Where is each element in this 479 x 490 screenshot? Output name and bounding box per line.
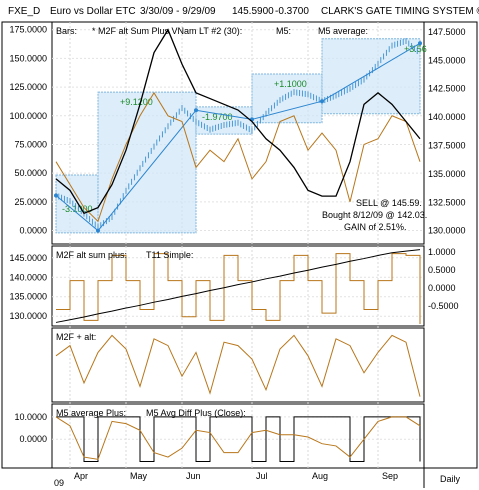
legend-m5: M5: bbox=[276, 26, 291, 36]
legend-m2f-alt-sum: * M2F alt Sum Plus VNam LT #2 (30): bbox=[92, 26, 242, 36]
price-left-tick: 150.0000 bbox=[9, 53, 47, 63]
series-m2f-plus-alt bbox=[55, 334, 421, 397]
price-left-tick: 0.0000 bbox=[19, 226, 47, 236]
period-label: Daily bbox=[440, 474, 461, 484]
series-m5-average bbox=[55, 28, 421, 215]
trade-point bbox=[54, 193, 58, 198]
trade-path-line bbox=[55, 42, 421, 232]
legend-m2f-plus-alt: M2F + alt: bbox=[56, 332, 96, 342]
trade-box-label: +9.1200 bbox=[120, 97, 153, 107]
series-layer bbox=[54, 28, 422, 463]
symbol-name: Euro vs Dollar ETC bbox=[50, 6, 136, 17]
trade-box-label: +3.56 bbox=[404, 44, 427, 54]
note-sell: SELL @ 145.59. bbox=[356, 198, 422, 208]
x-tick-label: Jul bbox=[256, 471, 268, 481]
trade-point bbox=[96, 228, 100, 233]
legend-m5-average-plus: M5 average Plus: bbox=[56, 408, 126, 418]
m5-avg-panel bbox=[51, 403, 425, 469]
m2f-sum-left-tick: 145.0000 bbox=[9, 253, 47, 263]
price-right-tick: 145.0000 bbox=[428, 55, 466, 65]
series-t11-simple bbox=[55, 249, 421, 323]
legend-t11-simple: T11 Simple: bbox=[146, 250, 193, 260]
m2f-sum-left-tick: 135.0000 bbox=[9, 292, 47, 302]
series-m5 bbox=[55, 91, 421, 223]
price-left-tick: 125.0000 bbox=[9, 82, 47, 92]
trade-box-label: +1.1000 bbox=[274, 79, 307, 89]
legend-m5-average: M5 average: bbox=[318, 26, 368, 36]
date-range: 3/30/09 - 9/29/09 bbox=[140, 6, 216, 17]
price-right-tick: 140.0000 bbox=[428, 112, 466, 122]
m2f-sum-right-tick: 0.0000 bbox=[428, 283, 456, 293]
system-title: CLARK'S GATE TIMING SYSTEM © bbox=[321, 6, 479, 17]
series-m5-average-plus bbox=[56, 416, 421, 463]
legend-bars: Bars: bbox=[56, 26, 77, 36]
series-m2f-alt-sum-plus bbox=[56, 253, 421, 324]
trade-point bbox=[418, 41, 422, 46]
price-right-tick: 147.5000 bbox=[428, 27, 466, 37]
x-tick-label: Sep bbox=[382, 471, 398, 481]
m2f-sum-right-tick: -0.5000 bbox=[428, 301, 459, 311]
x-tick-label: Aug bbox=[312, 471, 328, 481]
last-price: 145.5900 bbox=[232, 6, 274, 17]
m5-avg-left-tick: 10.0000 bbox=[14, 412, 47, 422]
tick-labels: Apr May Jun Jul Aug Sep 175.0000 150.0000 125.00… bbox=[9, 25, 465, 481]
m2f-sum-left-tick: 130.0000 bbox=[9, 311, 47, 321]
m2f-sum-right-tick: 0.5000 bbox=[428, 265, 456, 275]
m2f-alt-panel bbox=[51, 327, 425, 403]
trade-point bbox=[194, 108, 198, 113]
price-left-tick: 50.0000 bbox=[14, 168, 47, 178]
m5-avg-left-tick: 0.0000 bbox=[19, 434, 47, 444]
series-m5-avg-diff-plus bbox=[55, 416, 421, 460]
price-right-tick: 137.5000 bbox=[428, 140, 466, 150]
x-year-label: 09 bbox=[54, 478, 64, 488]
x-tick-label: May bbox=[130, 471, 148, 481]
price-legend: Bars: * M2F alt Sum Plus VNam LT #2 (30)… bbox=[56, 26, 368, 36]
note-bought: Bought 8/12/09 @ 142.03. bbox=[322, 210, 427, 220]
m2f-sum-right-tick: 1.0000 bbox=[428, 247, 456, 257]
m2f-sum-left-tick: 140.0000 bbox=[9, 272, 47, 282]
x-tick-label: Jun bbox=[186, 471, 201, 481]
price-left-tick: 100.0000 bbox=[9, 111, 47, 121]
trade-box-label: -3.1000 bbox=[62, 204, 93, 214]
legend-m5-avg-diff-plus: M5 Avg Diff Plus (Close): bbox=[146, 408, 246, 418]
trade-box bbox=[251, 73, 323, 124]
price-right-tick: 130.0000 bbox=[428, 226, 466, 236]
note-gain: GAIN of 2.51%. bbox=[344, 222, 407, 232]
trade-box bbox=[321, 38, 421, 115]
price-left-tick: 175.0000 bbox=[9, 25, 47, 35]
trade-box-label: -1.9700 bbox=[202, 112, 233, 122]
price-left-tick: 75.0000 bbox=[14, 139, 47, 149]
price-right-tick: 132.5000 bbox=[428, 197, 466, 207]
price-right-tick: 135.0000 bbox=[428, 169, 466, 179]
symbol: FXE_D bbox=[8, 6, 40, 17]
price-right-tick: 142.5000 bbox=[428, 84, 466, 94]
price-left-tick: 25.0000 bbox=[14, 197, 47, 207]
legend-m2f-alt-sum-plus: M2F alt sum plus: bbox=[56, 250, 127, 260]
trade-point bbox=[320, 99, 324, 104]
price-change: -0.3700 bbox=[275, 6, 309, 17]
trade-box bbox=[97, 91, 197, 234]
x-tick-label: Apr bbox=[74, 471, 88, 481]
